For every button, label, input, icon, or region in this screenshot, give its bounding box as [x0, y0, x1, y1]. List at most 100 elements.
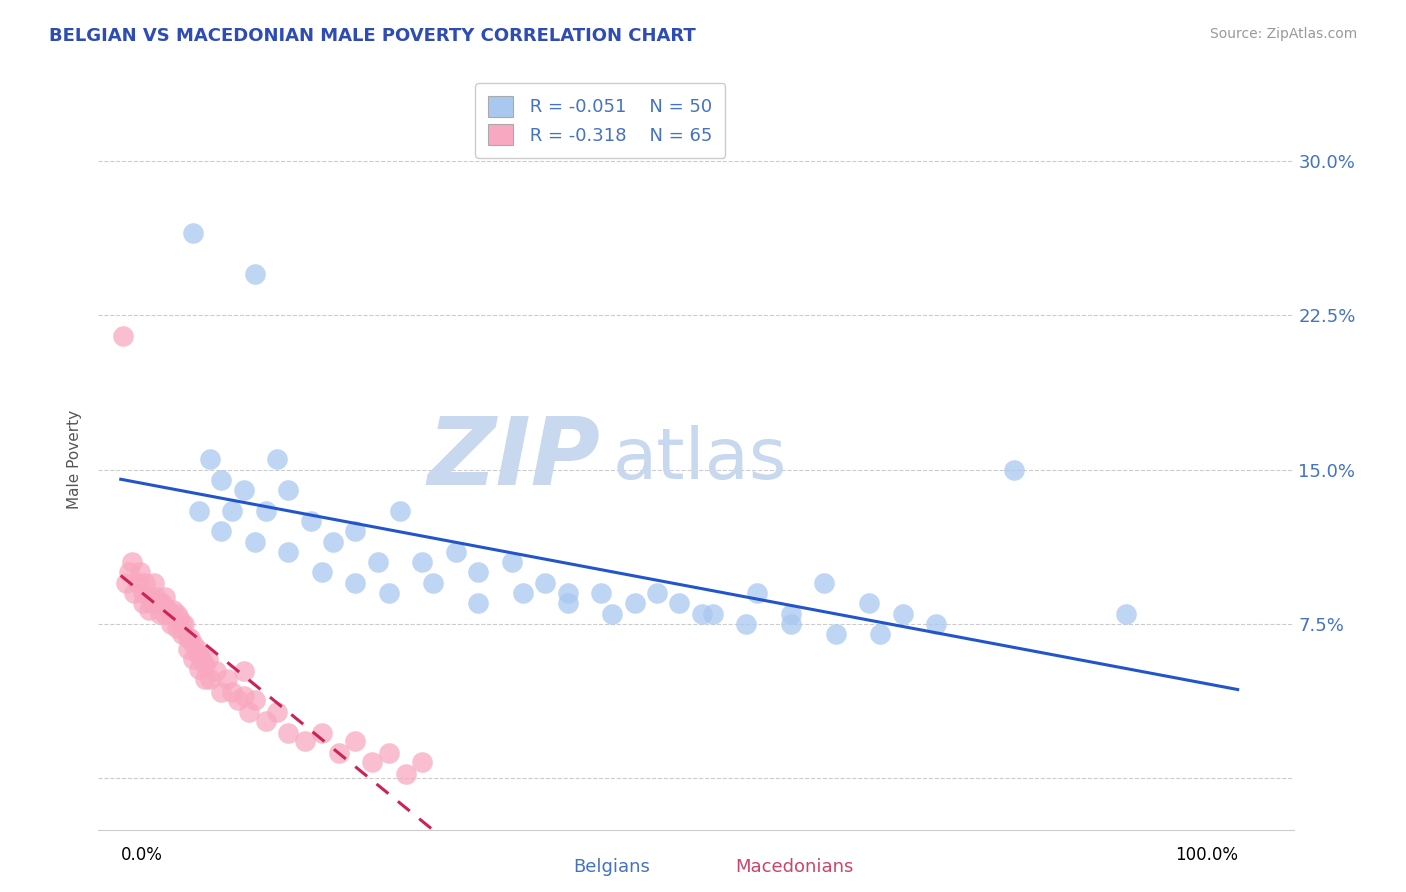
Point	[735, 616, 758, 631]
Point	[209, 685, 232, 699]
Point	[266, 452, 288, 467]
Text: 0.0%: 0.0%	[121, 846, 163, 864]
Point	[183, 637, 205, 651]
Point	[925, 616, 948, 631]
Point	[209, 524, 232, 539]
Point	[197, 652, 219, 666]
Point	[187, 662, 209, 676]
Point	[155, 590, 177, 604]
Point	[690, 607, 713, 621]
Point	[411, 555, 433, 569]
Point	[238, 706, 260, 720]
Point	[221, 504, 243, 518]
Point	[444, 545, 467, 559]
Point	[1115, 607, 1137, 621]
Point	[294, 734, 316, 748]
Point	[813, 575, 835, 590]
Point	[166, 607, 188, 621]
Point	[209, 473, 232, 487]
Point	[557, 586, 579, 600]
Text: ZIP: ZIP	[427, 413, 600, 506]
Point	[160, 616, 183, 631]
Point	[668, 596, 690, 610]
Point	[138, 590, 160, 604]
Point	[780, 607, 803, 621]
Point	[145, 590, 167, 604]
Point	[232, 664, 254, 678]
Point	[226, 693, 249, 707]
Point	[193, 673, 215, 687]
Point	[1002, 463, 1025, 477]
Point	[501, 555, 523, 569]
Point	[277, 545, 299, 559]
Point	[311, 566, 333, 580]
Point	[824, 627, 846, 641]
Point	[215, 673, 238, 687]
Point	[183, 652, 205, 666]
Point	[149, 607, 172, 621]
Point	[139, 596, 162, 610]
Point	[344, 575, 367, 590]
Point	[117, 566, 139, 580]
Point	[115, 575, 138, 590]
Point	[155, 607, 177, 621]
Point	[243, 693, 266, 707]
Point	[198, 452, 221, 467]
Point	[111, 329, 134, 343]
Point	[394, 767, 416, 781]
Point	[388, 504, 411, 518]
Point	[467, 566, 489, 580]
Point	[467, 596, 489, 610]
Point	[232, 483, 254, 498]
Point	[344, 524, 367, 539]
Point	[254, 504, 277, 518]
Point	[138, 602, 160, 616]
Point	[311, 726, 333, 740]
Point	[243, 534, 266, 549]
Point	[277, 483, 299, 498]
Point	[512, 586, 534, 600]
Point	[172, 627, 194, 641]
Point	[187, 648, 209, 662]
Point	[191, 652, 214, 666]
Point	[127, 575, 149, 590]
Point	[204, 664, 226, 678]
Text: atlas: atlas	[613, 425, 787, 494]
Point	[173, 616, 195, 631]
Point	[266, 706, 288, 720]
Point	[160, 607, 183, 621]
Point	[869, 627, 891, 641]
Point	[221, 685, 243, 699]
Point	[623, 596, 645, 610]
Point	[179, 632, 201, 646]
Point	[121, 555, 143, 569]
Legend:  R = -0.051    N = 50,  R = -0.318    N = 65: R = -0.051 N = 50, R = -0.318 N = 65	[475, 84, 725, 158]
Point	[172, 616, 194, 631]
Point	[183, 226, 205, 240]
Point	[411, 755, 433, 769]
Point	[589, 586, 612, 600]
Point	[162, 602, 184, 616]
Point	[322, 534, 344, 549]
Point	[186, 641, 208, 656]
Point	[557, 596, 579, 610]
Point	[361, 755, 384, 769]
Point	[132, 596, 155, 610]
Point	[645, 586, 668, 600]
Point	[150, 596, 173, 610]
Point	[328, 747, 350, 761]
Point	[747, 586, 769, 600]
Point	[299, 514, 322, 528]
Point	[367, 555, 389, 569]
Point	[187, 648, 209, 662]
Text: 100.0%: 100.0%	[1174, 846, 1237, 864]
Point	[243, 268, 266, 282]
Point	[277, 726, 299, 740]
Point	[134, 575, 156, 590]
Point	[166, 621, 188, 635]
Point	[187, 504, 209, 518]
Point	[378, 747, 401, 761]
Point	[128, 566, 150, 580]
Point	[198, 673, 221, 687]
Text: Macedonians: Macedonians	[735, 858, 853, 876]
